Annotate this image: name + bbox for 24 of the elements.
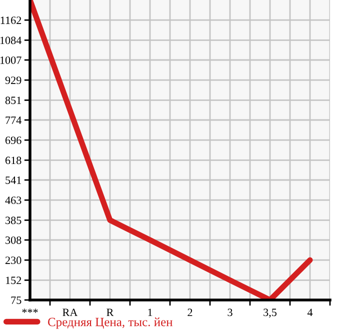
y-tick-label: 541 bbox=[6, 176, 21, 184]
y-tick-label: 618 bbox=[5, 156, 22, 164]
y-tick-label: 696 bbox=[5, 136, 22, 144]
x-tick-label: 3,5 bbox=[264, 308, 277, 318]
x-tick-label: R bbox=[106, 308, 114, 316]
y-tick-label: 1007 bbox=[0, 56, 22, 64]
x-tick-label: 2 bbox=[188, 308, 192, 316]
x-tick-label: RA bbox=[62, 308, 78, 316]
y-tick-label: 1162 bbox=[0, 16, 22, 24]
x-tick-label: *** bbox=[22, 308, 38, 313]
y-tick-label: 851 bbox=[5, 96, 21, 104]
y-tick-label: 308 bbox=[6, 236, 22, 244]
x-tick-label: 4 bbox=[307, 308, 313, 316]
y-tick-label: 774 bbox=[6, 116, 22, 124]
legend-label: Средняя Цена, тыс. йен bbox=[48, 318, 172, 329]
x-tick-label: 3 bbox=[228, 308, 232, 316]
y-tick-label: 1084 bbox=[0, 36, 22, 44]
y-tick-label: 230 bbox=[5, 256, 22, 264]
y-tick-label: 463 bbox=[5, 196, 22, 204]
y-tick-label: 385 bbox=[6, 216, 22, 224]
x-tick-label: 1 bbox=[148, 308, 152, 316]
y-tick-label: 75 bbox=[11, 296, 22, 304]
y-tick-label: 929 bbox=[5, 76, 22, 84]
y-tick-label: 152 bbox=[6, 276, 22, 284]
